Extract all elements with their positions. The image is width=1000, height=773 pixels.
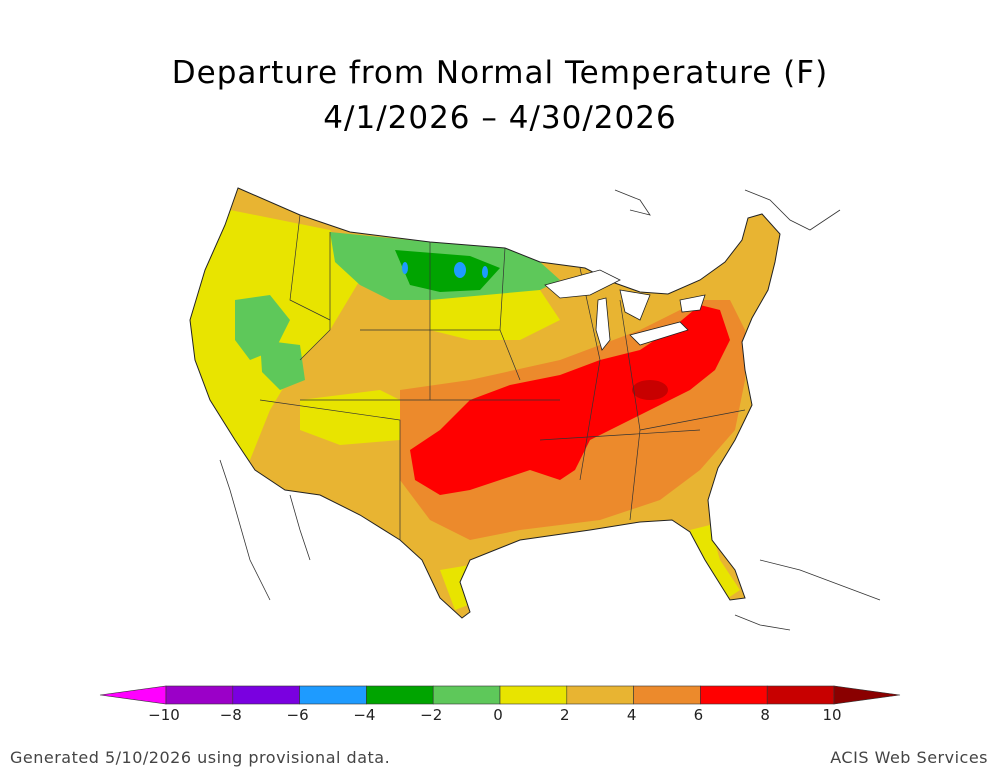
legend-arrow-low <box>99 685 167 705</box>
legend-swatch <box>700 685 768 705</box>
map-date-range: 4/1/2026 – 4/30/2026 <box>323 100 677 136</box>
legend-swatch <box>566 685 634 705</box>
legend-tick-label: 2 <box>560 706 570 724</box>
region-red <box>410 305 730 495</box>
legend-swatch <box>766 685 835 705</box>
generated-note: Generated 5/10/2026 using provisional da… <box>10 748 391 767</box>
legend-swatch <box>366 685 434 705</box>
region-blue-spot-3 <box>482 266 488 278</box>
region-midwest-yellow <box>430 290 560 340</box>
legend-arrow-high <box>833 685 901 705</box>
legend-swatch <box>499 685 568 705</box>
region-southwest-yellow <box>300 390 420 445</box>
legend-tick-label: −10 <box>148 706 180 724</box>
coastline-context <box>219 189 881 631</box>
legend-tick-label: 10 <box>822 706 841 724</box>
source-credit: ACIS Web Services <box>830 748 988 767</box>
map-title: Departure from Normal Temperature (F) <box>171 55 829 91</box>
state-borders <box>259 214 746 540</box>
region-north-dark-green <box>395 250 500 292</box>
legend-swatch <box>432 685 501 705</box>
legend-tick-label: −2 <box>420 706 442 724</box>
region-dark-red-spot <box>632 380 668 400</box>
legend-swatch <box>232 685 300 705</box>
legend-tick-label: −4 <box>353 706 375 724</box>
legend-tick-label: −8 <box>220 706 242 724</box>
region-basin-green-2 <box>260 340 305 390</box>
region-florida-yellow <box>690 525 740 600</box>
region-blue-spot <box>454 262 466 278</box>
region-blue-spot-2 <box>402 262 408 274</box>
legend-tick-label: 0 <box>493 706 503 724</box>
legend-tick-label: 8 <box>760 706 770 724</box>
great-lakes <box>544 269 706 351</box>
legend-tick-label: −6 <box>287 706 309 724</box>
legend-swatch <box>633 685 701 705</box>
legend-swatch <box>299 685 367 705</box>
legend-tick-label: 6 <box>694 706 704 724</box>
legend-tick-label: 4 <box>627 706 637 724</box>
us-outline <box>189 187 781 619</box>
legend-swatch <box>165 685 234 705</box>
